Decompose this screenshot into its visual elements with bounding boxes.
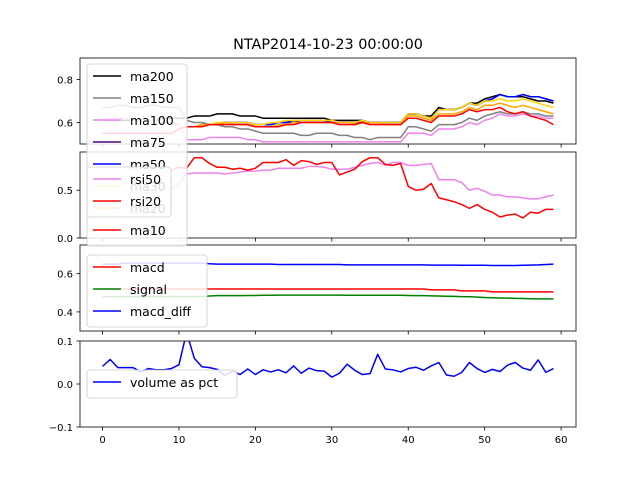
x-tick-label: 20 [249, 435, 262, 446]
x-tick-label: 40 [402, 435, 415, 446]
legend: volume as pct [86, 369, 238, 399]
legend-label: volume as pct [130, 375, 218, 390]
volume-panel: −0.1 0.0 0.1 0 10 20 30 40 50 60 [49, 337, 577, 446]
legend-label: ma10 [130, 223, 166, 238]
legend-label: ma150 [130, 91, 174, 106]
y-tick-label: 0.6 [57, 270, 73, 281]
y-tick-label: 0.4 [57, 308, 73, 319]
y-tick-label: 0.0 [57, 380, 73, 391]
y-tick-label: 0.0 [57, 234, 73, 245]
legend: ma200ma150ma100ma75ma50ma30ma20ma10 [86, 63, 188, 247]
axes-frame [79, 151, 577, 239]
y-tick-label: 0.1 [57, 337, 73, 348]
y-tick-label: 0.8 [57, 76, 73, 87]
x-tick-label: 10 [173, 435, 186, 446]
series-line-volume-as-pct [102, 341, 554, 378]
legend: macd signal macd_diff [86, 254, 208, 328]
legend-box [86, 369, 238, 399]
chart-title: NTAP2014-10-23 00:00:00 [233, 37, 423, 53]
legend-box [86, 254, 208, 328]
axes-frame [79, 244, 577, 332]
legend-label: ma200 [130, 69, 174, 84]
legend-label: ma100 [130, 113, 174, 128]
y-tick-label: 0.6 [57, 119, 73, 130]
x-tick-label: 50 [478, 435, 491, 446]
legend: rsi50 rsi20 [86, 166, 172, 218]
y-tick-label: 0.5 [57, 186, 73, 197]
x-tick-label: 60 [555, 435, 568, 446]
legend-label: macd_diff [130, 304, 191, 319]
legend-label: macd [130, 260, 165, 275]
axes-frame [79, 57, 577, 145]
y-tick-label: −0.1 [49, 423, 73, 434]
legend-label: rsi50 [130, 172, 161, 187]
x-tick-label: 30 [325, 435, 338, 446]
legend-label: signal [130, 282, 167, 297]
x-tick-label: 0 [99, 435, 105, 446]
legend-label: rsi20 [130, 194, 161, 209]
legend-label: ma75 [130, 135, 166, 150]
